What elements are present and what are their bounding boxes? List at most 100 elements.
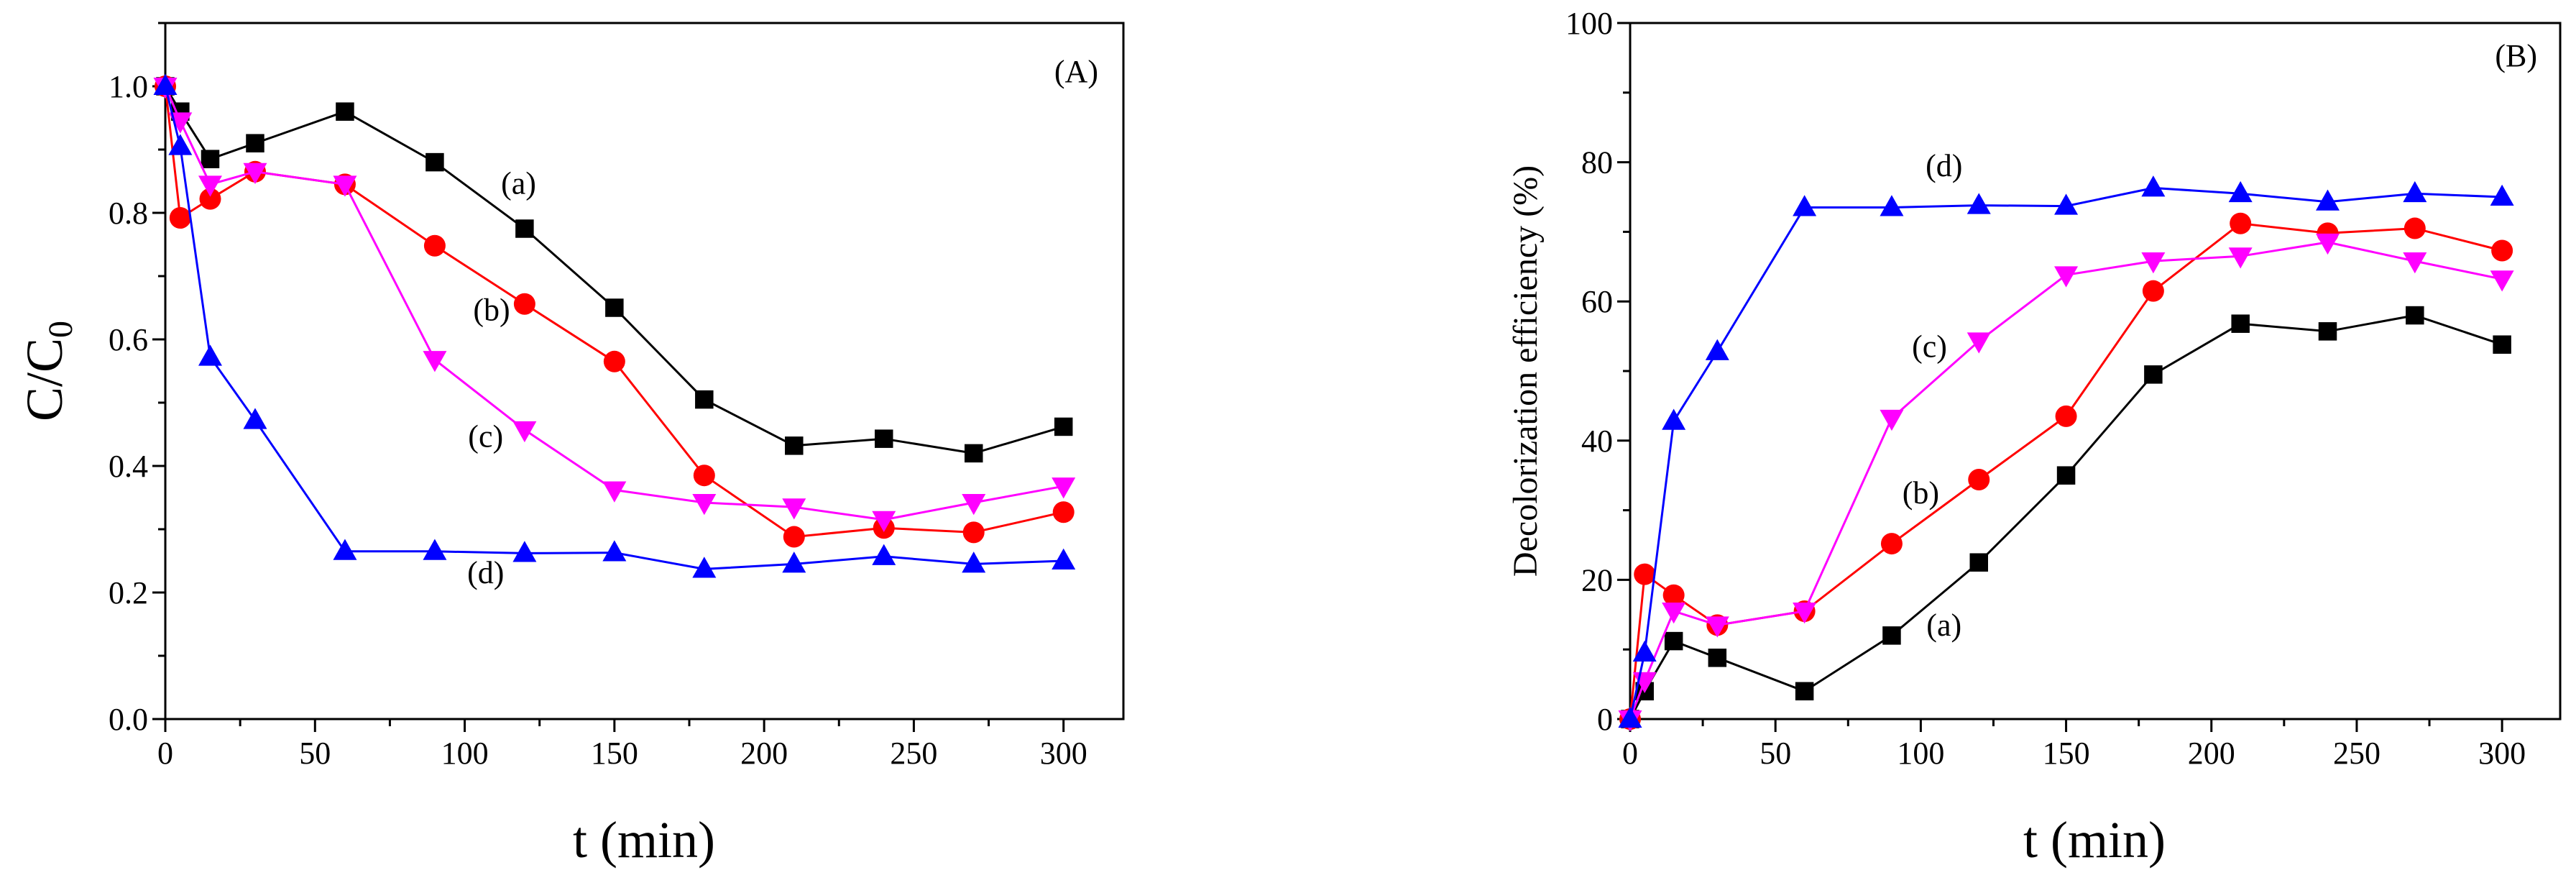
panel-a-data-point <box>782 552 806 573</box>
panel-b-y-tick-label: 80 <box>1581 145 1613 180</box>
panel-b: 0 50 100 150 200 250 300 0 20 40 60 80 100 (a) (b) (c)… <box>1506 6 2562 869</box>
panel-a-label: (A) <box>1054 54 1098 89</box>
panel-b-data-point <box>2054 266 2079 288</box>
panel-b-data-point <box>1705 616 1729 638</box>
panel-b-data-point <box>2403 180 2427 203</box>
panel-a-data-point <box>783 526 805 548</box>
panel-a-data-point <box>875 429 893 448</box>
panel-a-data-point <box>515 219 534 238</box>
panel-b-data-point <box>1968 469 1990 491</box>
panel-a-frame <box>164 22 1125 720</box>
panel-a-data-point <box>423 351 447 372</box>
panel-b-data-point <box>1966 332 1991 354</box>
panel-b-x-axis-label: t (min) <box>2023 811 2166 869</box>
panel-a-x-tick-label: 300 <box>1040 736 1087 771</box>
panel-a-data-point <box>602 540 627 562</box>
panel-a-curve-label: (c) <box>468 419 503 454</box>
panel-b-data-point <box>1634 563 1656 585</box>
panel-b-data-point <box>1664 631 1683 651</box>
panel-a-y-tick-label: 0.6 <box>109 322 148 357</box>
panel-a-x-tick-label: 0 <box>157 736 173 771</box>
panel-a-data-point <box>199 188 221 210</box>
panel-a-series-d <box>153 73 1076 578</box>
panel-b-y-tick-label: 0 <box>1597 702 1613 737</box>
panel-b-curve-label: (d) <box>1926 148 1962 183</box>
panel-a-data-point <box>243 408 267 429</box>
panel-b-data-point <box>2055 405 2077 427</box>
panel-b-curve-label: (c) <box>1912 329 1947 365</box>
panel-b-data-point <box>2144 365 2163 384</box>
panel-a-data-point <box>169 207 191 229</box>
panel-b-data-point <box>1882 626 1901 645</box>
panel-b-data-point <box>1793 602 1817 624</box>
panel-a-data-point <box>333 175 357 197</box>
panel-a-data-point <box>693 465 715 487</box>
panel-a-series-line <box>164 86 1064 454</box>
panel-b-data-point <box>1880 195 1904 216</box>
panel-b-data-point <box>2403 252 2427 274</box>
panel-a-ticks: 0 50 100 150 200 250 300 0.0 0.2 0.4 0.6 0.8 1.0 <box>109 22 1087 771</box>
panel-a-y-tick-label: 0.8 <box>109 196 148 231</box>
panel-b-x-tick-label: 200 <box>2188 736 2235 771</box>
panel-b-x-tick-label: 0 <box>1622 736 1638 771</box>
panel-a-series-a <box>156 77 1073 463</box>
panel-b-data-point <box>1795 682 1814 701</box>
panel-a-data-point <box>336 102 354 121</box>
panel-a-data-point <box>872 511 896 533</box>
panel-b-data-point <box>2318 322 2337 341</box>
panel-b-label: (B) <box>2495 38 2537 73</box>
panel-a-data-point <box>605 298 624 317</box>
panel-b-data-point <box>1880 533 1903 555</box>
panel-a-data-point <box>423 234 446 257</box>
panel-b-x-tick-label: 300 <box>2478 736 2526 771</box>
panel-b-data-point <box>1662 584 1685 606</box>
panel-b-data-point <box>1966 193 1991 214</box>
panel-a-data-point <box>168 112 193 134</box>
panel-a-y-axis-label-sub: 0 <box>42 321 80 338</box>
panel-a-x-tick-label: 250 <box>890 736 937 771</box>
panel-a-data-point <box>1052 477 1076 499</box>
panel-a-series <box>153 73 1076 578</box>
panel-a-series-c <box>153 78 1076 533</box>
panel-a-y-tick-label: 0.0 <box>109 702 148 737</box>
panel-b-y-tick-label: 40 <box>1581 424 1613 459</box>
panel-a-data-point <box>695 390 714 409</box>
panel-a-data-point <box>962 552 986 573</box>
panel-b-curve-label: (b) <box>1903 475 1939 511</box>
panel-b-data-point <box>1662 602 1686 624</box>
panel-b-x-tick-label: 150 <box>2043 736 2090 771</box>
panel-a-y-axis-label-main: C/C <box>16 338 73 421</box>
panel-b-frame <box>1629 22 2562 720</box>
panel-a-x-tick-label: 50 <box>299 736 331 771</box>
panel-b-series-a <box>1621 306 2511 728</box>
panel-a-data-point <box>785 436 804 455</box>
panel-b-data-point <box>2056 466 2076 485</box>
panel-b-x-tick-label: 50 <box>1760 736 1791 771</box>
panel-b-data-point <box>2316 189 2340 211</box>
panel-b-data-point <box>1969 553 1988 572</box>
panel-b-data-point <box>2142 280 2164 302</box>
panel-b-data-point <box>2490 270 2514 292</box>
panel-a-data-point <box>153 73 178 95</box>
panel-a-data-point <box>168 134 193 155</box>
panel-b-curve-label: (a) <box>1926 608 1961 643</box>
panel-b-data-point <box>2404 217 2426 239</box>
panel-b-data-point <box>2231 314 2250 333</box>
panel-a-curve-label: (a) <box>501 166 536 201</box>
panel-a-y-tick-label: 1.0 <box>109 69 148 104</box>
panel-a-data-point <box>692 557 717 578</box>
panel-b-ticks: 0 50 100 150 200 250 300 0 20 40 60 80 100 <box>1565 6 2526 771</box>
panel-b-data-point <box>2141 252 2166 274</box>
panel-a-data-point <box>1054 417 1073 436</box>
panel-a-data-point <box>512 421 537 443</box>
panel-b-y-tick-label: 60 <box>1581 284 1613 319</box>
panel-a-data-point <box>602 481 627 503</box>
panel-b-data-point <box>2054 193 2079 215</box>
panel-a-x-tick-label: 200 <box>740 736 788 771</box>
panel-a-data-point <box>692 494 717 516</box>
panel-a-data-point <box>246 134 264 152</box>
panel-a-y-tick-label: 0.4 <box>109 449 148 484</box>
panel-a-data-point <box>198 344 222 366</box>
panel-b-series-line <box>1629 314 2503 720</box>
panel-b-data-point <box>1705 339 1729 360</box>
